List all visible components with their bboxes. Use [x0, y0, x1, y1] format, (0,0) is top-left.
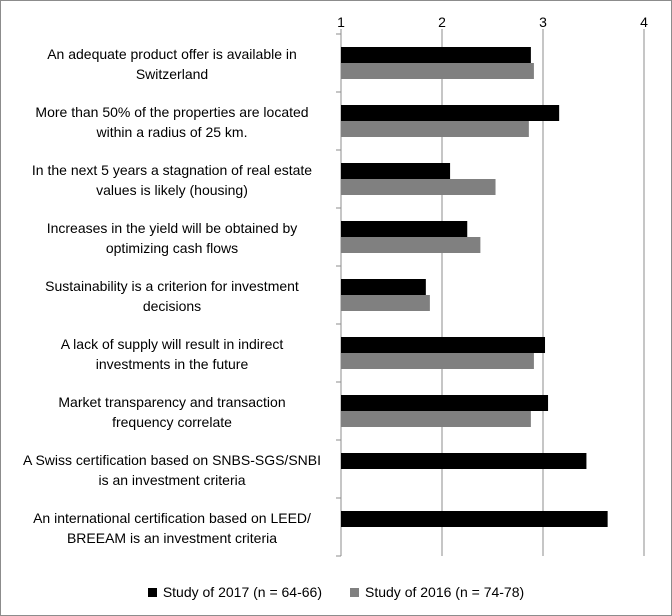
bar-2017-3 — [341, 163, 451, 179]
category-label-9-line-2: BREEAM is an investment criteria — [67, 530, 277, 546]
bar-2017-7 — [341, 395, 549, 411]
tick-label-2: 2 — [438, 14, 446, 30]
bar-2017-5 — [341, 279, 426, 295]
category-label-2-line-2: within a radius of 25 km. — [96, 124, 248, 140]
legend-item-2017: Study of 2017 (n = 64-66) — [147, 584, 322, 600]
bar-2017-6 — [341, 337, 546, 353]
bar-2017-8 — [341, 453, 587, 469]
category-label-4-line-2: optimizing cash flows — [106, 240, 238, 256]
category-label-1-line-2: Switzerland — [136, 66, 208, 82]
bar-2016-6 — [341, 353, 534, 369]
bar-2017-9 — [341, 511, 608, 527]
category-label-5-line-1: Sustainability is a criterion for invest… — [45, 278, 299, 294]
tick-label-4: 4 — [640, 14, 648, 30]
bar-chart: 1 2 3 4 An adequate product offer is availab… — [23, 14, 648, 557]
tick-label-1: 1 — [337, 14, 345, 30]
category-label-5-line-2: decisions — [143, 298, 201, 314]
tick-label-3: 3 — [539, 14, 547, 30]
bar-2016-2 — [341, 121, 529, 137]
category-label-7-line-1: Market transparency and transaction — [58, 394, 285, 410]
bar-2016-3 — [341, 179, 496, 195]
category-label-8-line-2: is an investment criteria — [98, 472, 245, 488]
category-label-2-line-1: More than 50% of the properties are loca… — [35, 104, 308, 120]
category-label-7-line-2: frequency correlate — [112, 414, 232, 430]
legend-label-2016: Study of 2016 (n = 74-78) — [365, 584, 525, 600]
legend-label-2017: Study of 2017 (n = 64-66) — [162, 584, 322, 600]
legend-swatch-2017 — [147, 587, 157, 597]
legend-swatch-2016 — [350, 587, 359, 597]
category-label-6-line-1: A lack of supply will result in indirect — [61, 336, 284, 352]
category-label-3-line-2: values is likely (housing) — [96, 182, 248, 198]
bar-2016-4 — [341, 237, 481, 253]
bar-2017-4 — [341, 221, 468, 237]
bar-2017-2 — [341, 105, 560, 121]
category-label-1-line-1: An adequate product offer is available i… — [47, 46, 297, 62]
bar-2017-1 — [341, 47, 531, 63]
category-label-6-line-2: investments in the future — [96, 356, 249, 372]
category-label-8-line-1: A Swiss certification based on SNBS-SGS/… — [23, 452, 321, 468]
bar-2016-1 — [341, 63, 534, 79]
legend: Study of 2017 (n = 64-66) Study of 2016 … — [0, 584, 672, 600]
category-label-4-line-1: Increases in the yield will be obtained … — [47, 220, 298, 236]
bar-2016-7 — [341, 411, 531, 427]
category-label-3-line-1: In the next 5 years a stagnation of real… — [32, 162, 312, 178]
bar-2016-5 — [341, 295, 430, 311]
legend-item-2016: Study of 2016 (n = 74-78) — [350, 584, 524, 600]
category-label-9-line-1: An international certification based on … — [33, 510, 311, 526]
